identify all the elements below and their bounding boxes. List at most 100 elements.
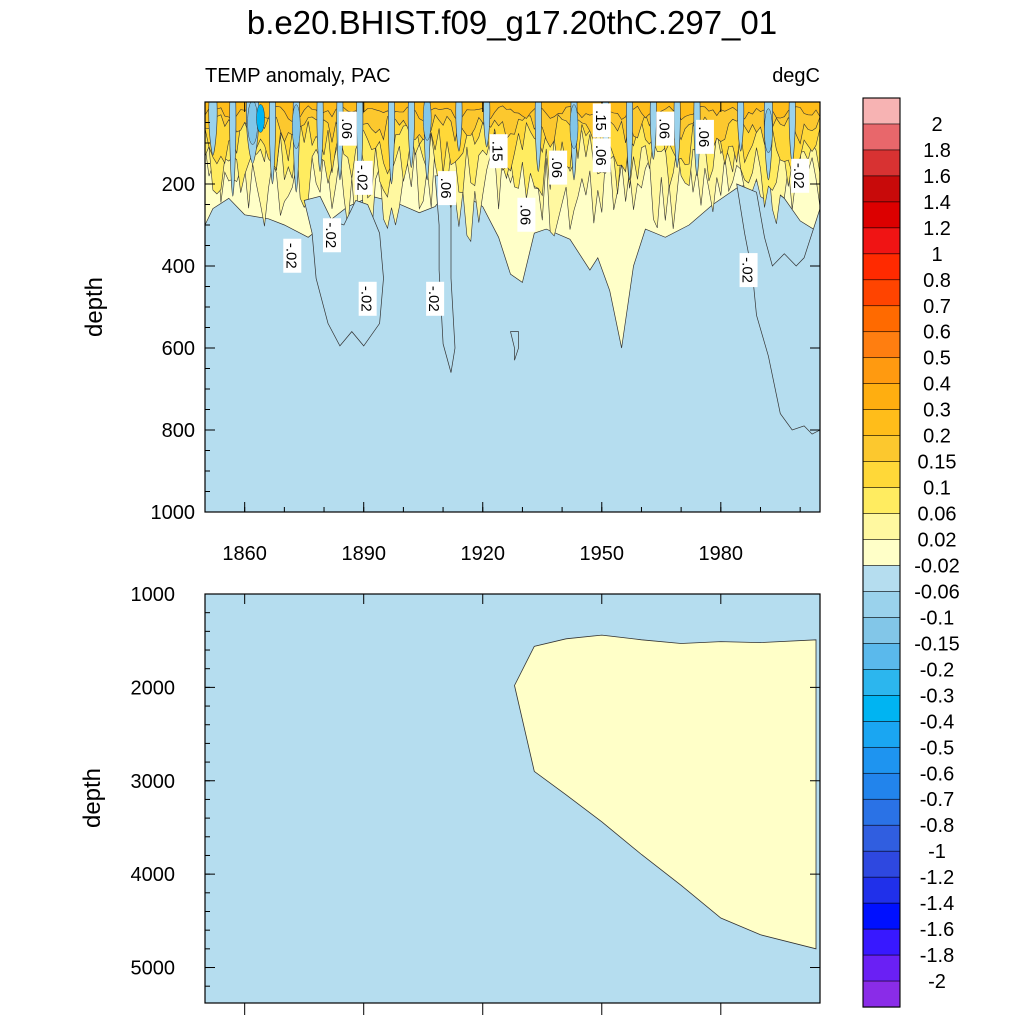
contour-label: -.02 bbox=[358, 281, 377, 316]
cold-streak bbox=[626, 102, 634, 181]
colorbar-label: -0.2 bbox=[920, 659, 954, 681]
cold-streak bbox=[407, 102, 415, 168]
contour-label: .06 bbox=[338, 111, 357, 146]
contour-label: .06 bbox=[437, 171, 457, 206]
colorbar-label: -1.8 bbox=[920, 945, 954, 967]
y-tick-label: 1000 bbox=[151, 502, 196, 524]
colorbar-box bbox=[862, 746, 901, 774]
colorbar-box bbox=[862, 513, 901, 541]
contour-label-bg bbox=[549, 150, 568, 185]
colorbar-box bbox=[862, 175, 901, 203]
colorbar-label: 0.6 bbox=[923, 322, 951, 344]
colorbar-box bbox=[862, 461, 901, 489]
contour-label: -.02 bbox=[739, 253, 758, 288]
contour-label-bg bbox=[438, 171, 457, 206]
contour-label-text: .06 bbox=[338, 118, 355, 139]
colorbar-label: 0.5 bbox=[923, 348, 951, 370]
x-tick-label: 1890 bbox=[341, 543, 386, 565]
colorbar-label: -0.6 bbox=[920, 763, 954, 785]
colorbar-box bbox=[862, 201, 901, 229]
colorbar-box bbox=[862, 279, 901, 307]
colorbar-label: 0.7 bbox=[923, 296, 951, 318]
contour-label-bg bbox=[358, 281, 377, 316]
colorbar-label: -0.8 bbox=[920, 815, 954, 837]
contour-label: -.02 bbox=[790, 158, 810, 193]
cold-streak bbox=[316, 102, 324, 173]
y-tick-label: 3000 bbox=[131, 771, 176, 793]
colorbar-box bbox=[862, 954, 901, 982]
colorbar-box bbox=[862, 591, 901, 619]
contour-label-bg bbox=[695, 119, 714, 154]
contour-label-text: -.02 bbox=[425, 286, 442, 312]
colorbar-label: -1.2 bbox=[920, 867, 954, 889]
colorbar-label: -0.06 bbox=[914, 581, 960, 603]
colorbar-box bbox=[862, 565, 901, 593]
contour-label: .06 bbox=[695, 119, 714, 154]
colorbar-label: -0.3 bbox=[920, 685, 954, 707]
y-tick-label: 5000 bbox=[131, 958, 176, 980]
contour-label-text: .06 bbox=[516, 204, 533, 225]
contour-label-text: -.02 bbox=[739, 257, 756, 283]
contour-label-text: -.02 bbox=[322, 222, 339, 248]
colorbar-box bbox=[862, 980, 901, 1008]
colorbar-label: -2 bbox=[928, 971, 946, 993]
y-tick-label: 200 bbox=[162, 174, 195, 196]
colorbar-label: 0.8 bbox=[923, 270, 951, 292]
colorbar-box bbox=[862, 695, 901, 722]
colorbar-box bbox=[862, 227, 901, 255]
contour-label-bg bbox=[426, 281, 445, 316]
contour-label-bg bbox=[283, 238, 302, 273]
x-tick-label: 1920 bbox=[460, 543, 505, 565]
contour-label-text: .06 bbox=[592, 145, 609, 166]
contour-label-text: -.02 bbox=[282, 243, 299, 269]
cold-streak bbox=[268, 102, 276, 185]
colorbar-label: 2 bbox=[931, 114, 942, 136]
contour-label-text: .06 bbox=[437, 178, 454, 199]
colorbar-box bbox=[862, 383, 901, 411]
contour-label-bg bbox=[322, 218, 341, 253]
colorbar-box bbox=[862, 798, 901, 826]
colorbar: 2 1.8 1.6 1.4 1.2 1 0.8 0.7 0.6 0.5 0.4 0.3 0.2 0.15 0… bbox=[862, 97, 960, 1008]
contour-label: .06 bbox=[655, 111, 675, 146]
colorbar-box bbox=[862, 123, 901, 151]
contour-label-bg bbox=[592, 138, 611, 173]
colorbar-label: -0.15 bbox=[914, 633, 960, 655]
contour-label-text: .06 bbox=[655, 118, 672, 139]
contour-label-text: -.02 bbox=[790, 163, 807, 189]
cold-region-1928 bbox=[510, 331, 519, 361]
warm-deep-region bbox=[514, 634, 817, 950]
cold-core bbox=[422, 102, 432, 141]
colorbar-label: 0.3 bbox=[923, 400, 951, 422]
colorbar-box bbox=[862, 435, 901, 463]
cold-streak bbox=[208, 102, 218, 156]
chart-units: degC bbox=[772, 65, 820, 87]
contour-label-text: -.02 bbox=[354, 165, 371, 191]
colorbar-box bbox=[862, 331, 901, 359]
colorbar-box bbox=[862, 305, 901, 333]
cold-core-strong bbox=[256, 104, 265, 133]
cold-core bbox=[247, 102, 258, 145]
colorbar-label: 0.2 bbox=[923, 426, 951, 448]
colorbar-label: -0.1 bbox=[920, 607, 954, 629]
contour-label: .06 bbox=[592, 138, 611, 173]
contour-label-text: -.02 bbox=[358, 286, 375, 312]
colorbar-label: 0.06 bbox=[918, 504, 957, 526]
contour-label-text: .06 bbox=[548, 157, 565, 178]
cold-streak bbox=[455, 102, 463, 152]
colorbar-frame bbox=[862, 97, 901, 1008]
colorbar-label: 0.02 bbox=[918, 530, 957, 552]
colorbar-box bbox=[862, 850, 901, 878]
colorbar-box bbox=[862, 409, 901, 437]
colorbar-label: -1.4 bbox=[920, 893, 954, 915]
colorbar-label: -0.5 bbox=[920, 737, 954, 759]
colorbar-box bbox=[862, 617, 901, 645]
cold-core bbox=[569, 104, 579, 149]
y-tick-label: 400 bbox=[162, 256, 195, 278]
colorbar-label: 1.8 bbox=[923, 140, 951, 162]
colorbar-label: 0.15 bbox=[918, 452, 957, 474]
contour-label-text: .06 bbox=[695, 126, 712, 147]
colorbar-box bbox=[862, 928, 901, 956]
colorbar-label: -0.02 bbox=[914, 555, 960, 577]
contour-label-bg bbox=[517, 197, 536, 232]
colorbar-label: 0.4 bbox=[923, 374, 951, 396]
